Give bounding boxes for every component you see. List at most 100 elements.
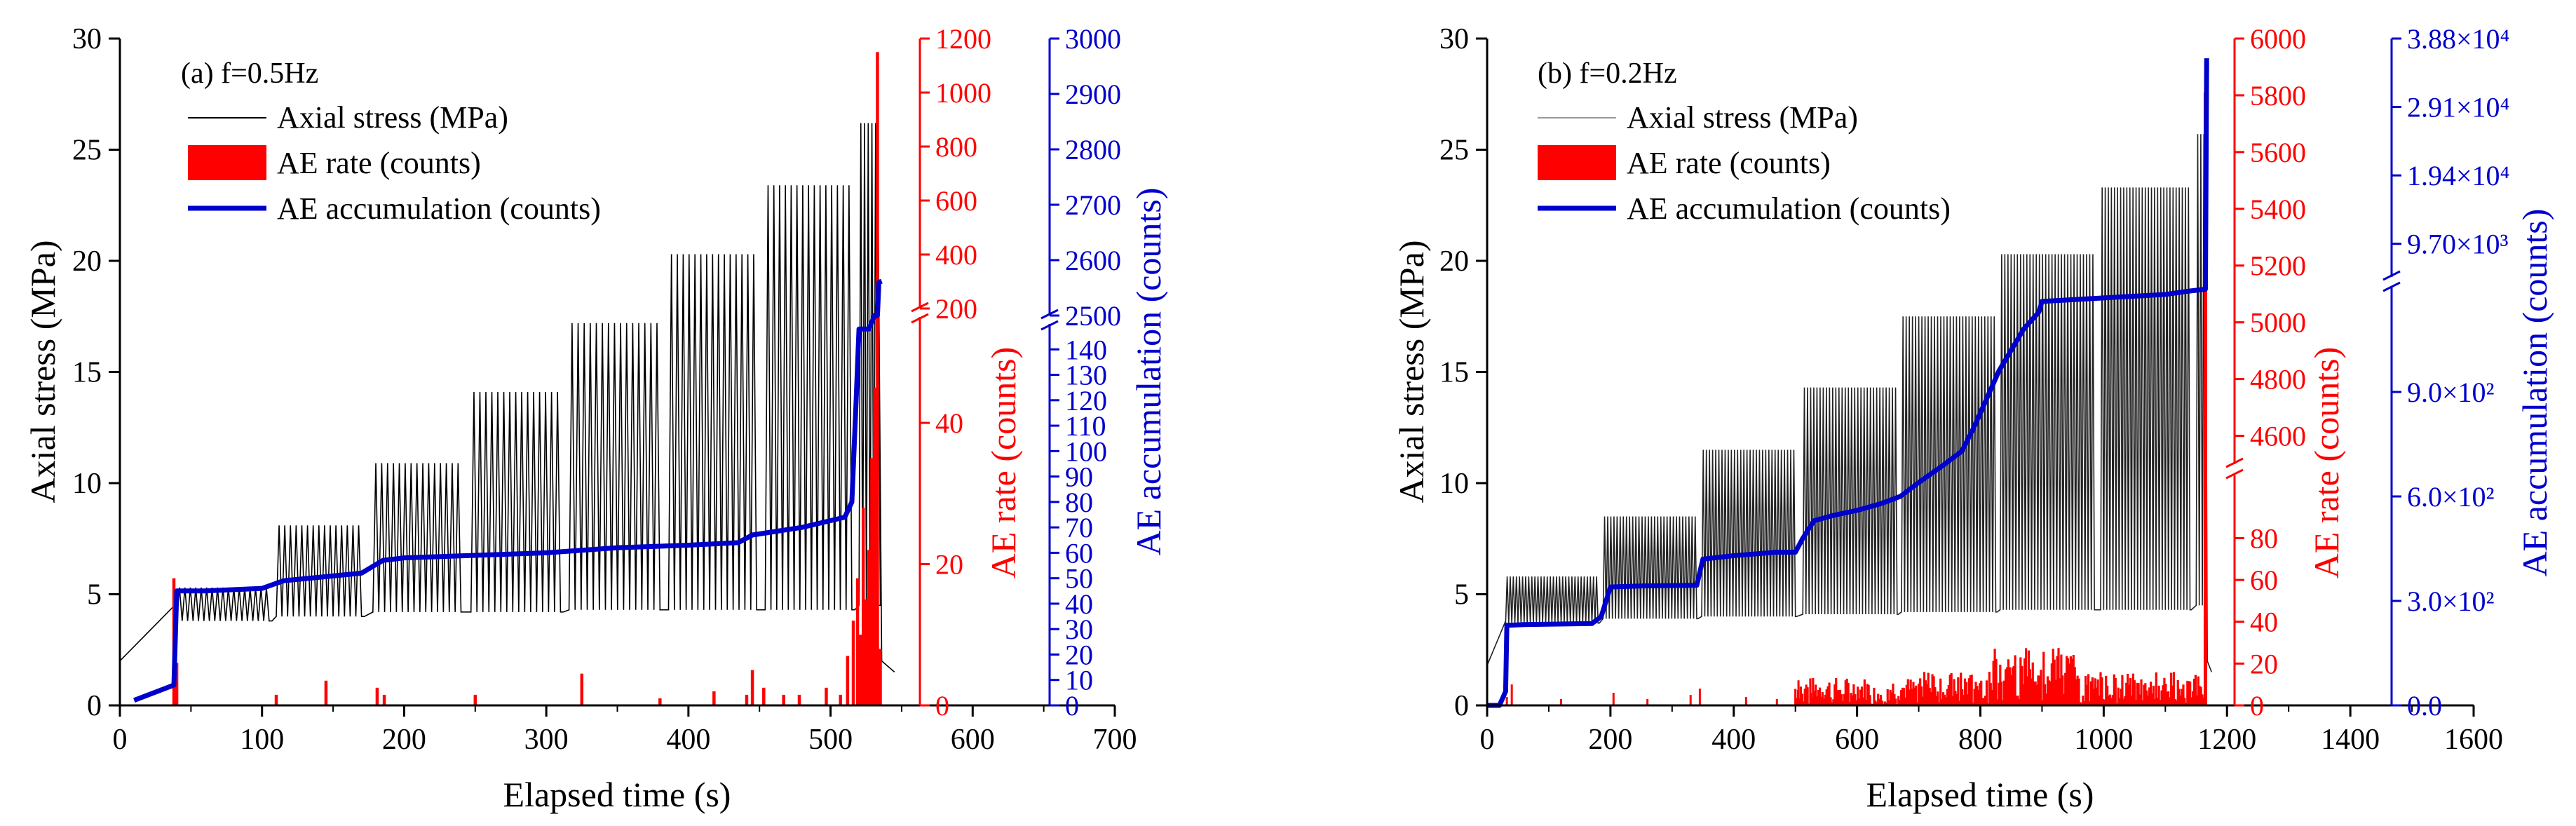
y-ticks-accum-b: 0.0 3.0×10² 6.0×10² 9.0×10² 9.70×10³ 1.94×10⁴… [2392,23,2510,722]
accum-tick-label: 9.70×10³ [2407,229,2509,260]
legend-a: (a) f=0.5Hz Axial stress (MPa) AE rate (… [181,57,601,226]
ae-rate-bar [1775,699,1778,705]
ae-rate-bar [1646,699,1649,705]
ae-rate-bar [2038,675,2041,705]
rate-tick-label: 200 [935,293,977,325]
ae-rate-bar [2092,689,2095,705]
ae-rate-bar [2144,683,2147,705]
ae-rate-bar [2110,698,2113,705]
accum-tick-label: 40 [1065,588,1093,620]
ae-rate-bar [2159,700,2162,705]
ae-rate-bar [1901,687,1904,705]
ae-rate-bar [1874,700,1877,705]
x-tick-label: 0 [1480,724,1495,756]
ae-rate-bar [2079,702,2082,705]
ae-rate-bar [867,550,871,705]
ae-rate-bar [1799,686,1803,705]
ae-rate-bar [2005,667,2009,705]
rate-tick-label: 5400 [2250,194,2306,225]
y-tick-label: 20 [1439,245,1469,278]
ae-rate-bar [2053,659,2056,705]
accum-tick-label: 100 [1065,435,1107,467]
ae-rate-bar [2148,687,2151,705]
ae-rate-bar [2141,700,2144,705]
panel-b: 0 200 400 600 800 1000 1200 1400 1600 0510152025… [1392,23,2554,814]
rate-tick-label: 20 [935,549,963,581]
ae-rate-bar [2095,687,2098,705]
ae-rate-bar [2019,657,2022,705]
ae-rate-bar [2057,648,2060,705]
accum-tick-label: 0 [1065,690,1079,722]
accum-tick-label: 9.0×10² [2407,377,2495,408]
accum-tick-label: 3.88×10⁴ [2407,23,2510,55]
ae-rate-bar [2178,689,2181,705]
ae-rate-bar [2197,676,2199,705]
y-tick-label: 25 [72,135,102,167]
rate-tick-label: 6000 [2250,23,2306,55]
ae-rate-bar [1612,693,1615,705]
ae-rate-bar [2060,654,2063,705]
y-axis-title-accum-b: AE accumulation (counts) [2515,209,2554,577]
ae-rate-bar [1838,689,1842,705]
ae-rate-bar [2113,674,2115,705]
ae-rate-bar [825,687,828,705]
ae-rate-bar [2143,684,2145,705]
ae-rate-bar [1858,698,1861,705]
ae-rate-bar [2121,675,2124,705]
ae-rate-bar [1880,700,1884,705]
ae-rate-bar [1832,699,1835,705]
ae-rate-bar [1843,693,1845,705]
legend-label-accum-a: AE accumulation (counts) [277,191,601,226]
ae-rate-bar [2157,685,2160,705]
x-tick-label: 700 [1093,724,1137,756]
y-axis-title-accum-a: AE accumulation (counts) [1129,188,1168,556]
ae-rate-bar [1819,696,1823,705]
ae-rate-bar [2082,696,2084,705]
ae-rate-bar [2150,693,2154,705]
ae-rate-bar [1510,684,1513,705]
ae-rate-bar [375,687,379,705]
ae-rate-bar [1840,694,1843,705]
ae-rate-bar [879,649,882,705]
ae-rate-bar [2153,698,2156,705]
ae-rate-bar [2122,698,2125,705]
ae-rate-bar [2045,693,2048,705]
ae-rate-bar [1902,688,1906,705]
ae-rate-bar [1979,683,1981,705]
ae-rate-bar [1878,698,1881,705]
ae-rate-bar [1689,695,1692,705]
stress-series-a [119,123,895,673]
stress-line [1486,134,2213,672]
ae-rate-bar [1825,689,1828,705]
ae-rate-bar [1988,672,1991,705]
ae-rate-bar [1698,689,1701,705]
ae-rate-bar [2163,677,2166,705]
ae-rate-bar [2147,695,2150,705]
ae-rate-bar [473,694,477,705]
accum-tick-label: 80 [1065,487,1093,518]
ae-rate-bar [1845,678,1848,705]
accum-tick-label: 6.0×10² [2407,481,2495,513]
ae-rate-bar [1916,702,1919,705]
ae-rate-bar [1928,687,1931,705]
ae-rate-bar [2015,696,2018,705]
ae-rate-bar [865,599,868,705]
accum-tick-label: 3000 [1065,23,1121,55]
ae-rate-bar [1886,689,1889,705]
ae-rate-bar [1826,686,1829,705]
ae-rate-bar [2191,691,2195,705]
ae-rate-bar [2061,675,2064,705]
ae-rate-bar [1852,684,1855,705]
ae-rate-bar [2130,695,2134,705]
x-tick-label: 1600 [2444,724,2503,756]
ae-rate-bar [1985,680,1988,705]
ae-rate-bar [1869,695,1871,705]
ae-rate-bar [1970,675,1973,705]
ae-rate-bar [1955,693,1958,705]
ae-rate-bar [1966,694,1969,705]
ae-rate-bar [1505,697,1508,705]
ae-rate-bar [1828,682,1831,705]
ae-rate-bar [1837,690,1841,705]
accum-tick-label: 30 [1065,614,1093,645]
